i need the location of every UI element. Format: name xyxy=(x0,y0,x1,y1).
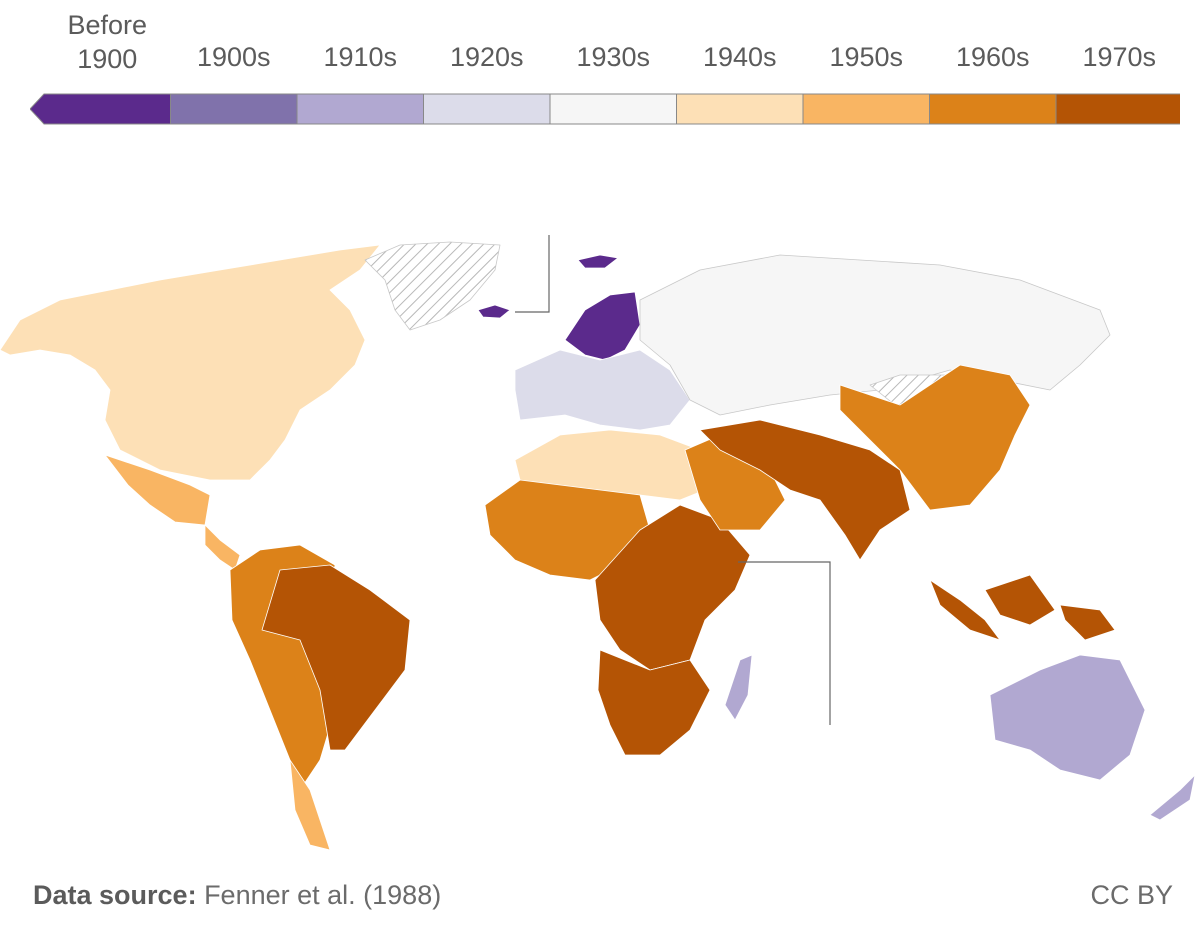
region-north-america xyxy=(0,244,381,481)
region-europe xyxy=(514,349,691,431)
legend-label-line2: 1900 xyxy=(77,44,138,74)
legend-swatch-2 xyxy=(296,93,424,125)
color-legend: Before 1900 1900s 1910s 1920s 1930s 1940s 1950s… xyxy=(0,0,1198,130)
legend-label-0: Before 1900 xyxy=(47,8,167,76)
license-label: CC BY xyxy=(1090,880,1173,910)
callout-line-somalia xyxy=(738,561,831,725)
legend-label-4: 1930s xyxy=(576,42,651,72)
legend-swatch-3 xyxy=(423,93,551,125)
legend-color-bar xyxy=(30,93,1180,125)
data-source-text: Fenner et al. (1988) xyxy=(196,880,442,910)
region-central-america xyxy=(204,524,241,571)
region-southern-africa xyxy=(597,649,711,756)
legend-label-7: 1960s xyxy=(955,42,1030,72)
region-new-zealand xyxy=(1149,774,1196,821)
legend-label-3: 1920s xyxy=(449,42,524,72)
region-brazil xyxy=(261,564,411,751)
legend-label-5: 1940s xyxy=(702,42,777,72)
legend-swatch-5 xyxy=(676,93,804,125)
region-svalbard xyxy=(577,254,619,269)
legend-label-8: 1970s xyxy=(1082,42,1157,72)
region-australia xyxy=(989,654,1146,781)
legend-swatch-8 xyxy=(1055,93,1180,125)
region-scandinavia xyxy=(564,291,641,361)
data-source-label: Data source: xyxy=(33,880,197,910)
legend-swatch-7 xyxy=(929,93,1057,125)
region-central-east-africa xyxy=(594,504,751,671)
region-madagascar xyxy=(724,654,753,721)
legend-label-6: 1950s xyxy=(829,42,904,72)
legend-label-2: 1910s xyxy=(323,42,398,72)
region-iceland xyxy=(477,304,511,319)
legend-swatch-1 xyxy=(170,93,298,125)
legend-swatch-0 xyxy=(30,93,171,125)
region-southern-cone xyxy=(289,759,331,851)
region-south-asia xyxy=(699,419,911,561)
region-russia xyxy=(639,254,1111,416)
region-china xyxy=(839,364,1031,511)
world-map xyxy=(0,235,1196,851)
legend-swatch-4 xyxy=(549,93,677,125)
region-indonesia xyxy=(929,574,1116,641)
callout-line-iceland xyxy=(515,235,550,313)
data-source: Data source: Fenner et al. (1988) xyxy=(33,880,441,911)
legend-label-line1: Before xyxy=(67,10,148,40)
region-greenland xyxy=(364,241,501,331)
legend-swatch-6 xyxy=(802,93,930,125)
legend-label-1: 1900s xyxy=(196,42,271,72)
